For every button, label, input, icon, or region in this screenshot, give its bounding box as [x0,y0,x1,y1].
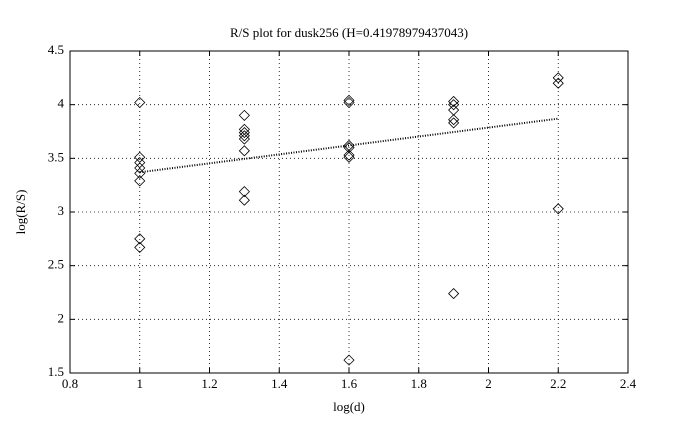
data-point [238,130,250,142]
data-point [238,127,250,139]
x-tick-label: 1.8 [411,376,427,391]
data-point [448,117,460,129]
y-tick-label: 1.5 [48,364,64,379]
x-tick-label: 0.8 [62,376,78,391]
data-point [343,149,355,161]
y-tick-label: 2.5 [48,257,64,272]
x-tick-label: 1 [137,376,144,391]
data-point [134,162,146,174]
y-tick-label: 3.5 [48,149,64,164]
y-axis-label: log(R/S) [13,190,28,235]
data-point [448,288,460,300]
data-point [134,157,146,169]
data-point [238,186,250,198]
data-point [448,95,460,108]
data-point [552,77,564,89]
data-point [134,175,146,187]
x-tick-label: 2.4 [620,376,637,391]
x-tick-label: 2.2 [550,376,566,391]
data-point [448,114,460,126]
data-point [134,233,146,245]
data-point [343,151,355,163]
data-point [134,151,146,163]
data-point [238,194,250,206]
x-tick-label: 1.2 [201,376,217,391]
data-point [238,133,250,145]
data-point [343,96,355,109]
plot-frame [69,50,629,374]
x-tick-label: 2 [485,376,492,391]
data-point [343,94,355,106]
chart-title: R/S plot for dusk256 (H=0.41978979437043… [230,25,468,40]
data-point [343,354,355,366]
x-tick-label: 1.4 [271,376,288,391]
fit-line [139,117,559,174]
y-tick-label: 4 [58,96,65,111]
data-point [448,99,460,111]
data-point [238,145,250,157]
y-tick-label: 2 [58,310,65,325]
y-tick-label: 4.5 [48,42,64,57]
data-point [552,72,564,84]
data-point [134,96,146,109]
x-axis-label: log(d) [333,399,365,414]
y-tick-label: 3 [58,203,65,218]
data-point [134,241,146,253]
data-point [238,109,250,121]
x-tick-label: 1.6 [341,376,358,391]
data-point [552,203,564,215]
